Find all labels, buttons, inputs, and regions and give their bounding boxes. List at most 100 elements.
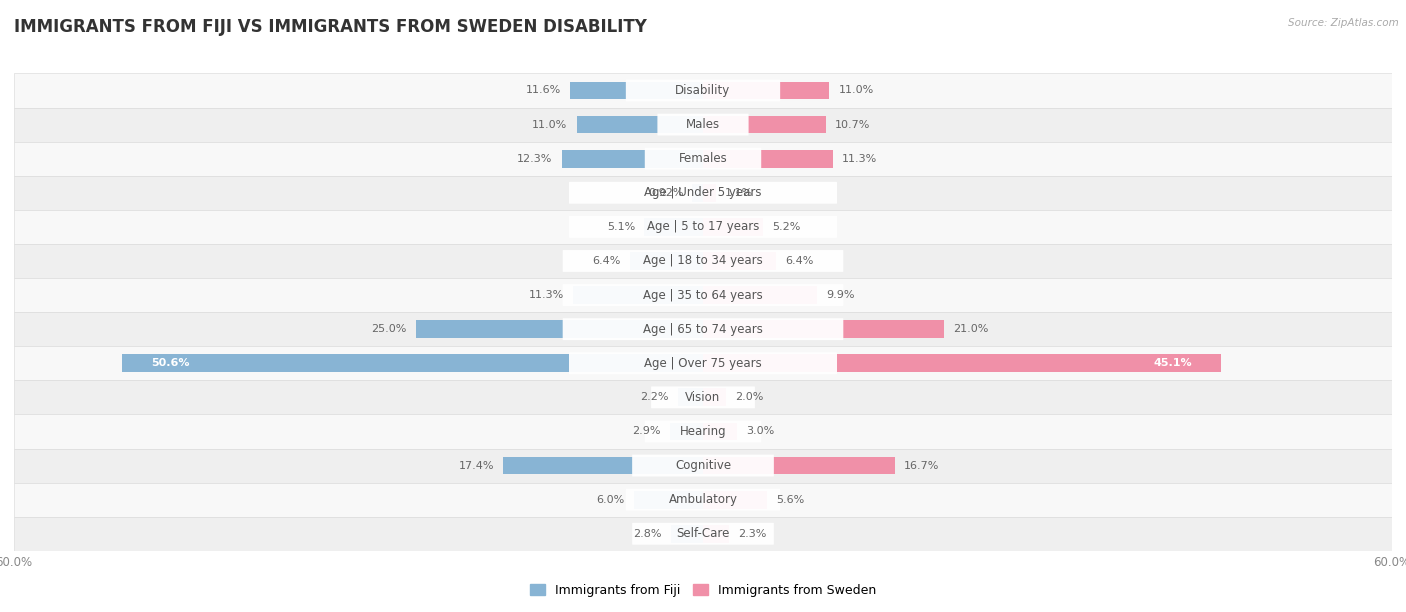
Text: 2.8%: 2.8% [633, 529, 662, 539]
Bar [703, 150, 832, 168]
Text: 25.0%: 25.0% [371, 324, 406, 334]
Bar [703, 389, 725, 406]
Text: Vision: Vision [685, 391, 721, 404]
Text: 45.1%: 45.1% [1153, 358, 1192, 368]
Bar [678, 389, 703, 406]
Text: Hearing: Hearing [679, 425, 727, 438]
FancyBboxPatch shape [14, 380, 1392, 414]
Bar [671, 525, 703, 543]
Text: 2.2%: 2.2% [640, 392, 669, 402]
Text: 11.0%: 11.0% [533, 119, 568, 130]
Bar [703, 184, 716, 201]
Text: 6.4%: 6.4% [592, 256, 620, 266]
Text: Age | Over 75 years: Age | Over 75 years [644, 357, 762, 370]
FancyBboxPatch shape [14, 449, 1392, 483]
Text: 5.6%: 5.6% [776, 494, 804, 505]
Bar [703, 218, 762, 236]
FancyBboxPatch shape [14, 312, 1392, 346]
Bar [569, 81, 703, 99]
Text: 1.1%: 1.1% [725, 188, 754, 198]
FancyBboxPatch shape [14, 346, 1392, 380]
Bar [630, 252, 703, 270]
Text: Age | Under 5 years: Age | Under 5 years [644, 186, 762, 200]
Bar [122, 354, 703, 372]
Text: 50.6%: 50.6% [150, 358, 190, 368]
FancyBboxPatch shape [626, 489, 780, 510]
Bar [703, 320, 945, 338]
Bar [703, 286, 817, 304]
Text: 11.3%: 11.3% [529, 290, 564, 300]
Text: Males: Males [686, 118, 720, 131]
FancyBboxPatch shape [14, 517, 1392, 551]
Bar [503, 457, 703, 474]
FancyBboxPatch shape [658, 114, 748, 135]
Text: 5.2%: 5.2% [772, 222, 800, 232]
FancyBboxPatch shape [562, 284, 844, 306]
Text: Age | 18 to 34 years: Age | 18 to 34 years [643, 255, 763, 267]
Bar [644, 218, 703, 236]
Bar [703, 354, 1220, 372]
FancyBboxPatch shape [14, 483, 1392, 517]
Text: Age | 65 to 74 years: Age | 65 to 74 years [643, 323, 763, 335]
FancyBboxPatch shape [651, 386, 755, 408]
FancyBboxPatch shape [14, 244, 1392, 278]
Text: Source: ZipAtlas.com: Source: ZipAtlas.com [1288, 18, 1399, 28]
Legend: Immigrants from Fiji, Immigrants from Sweden: Immigrants from Fiji, Immigrants from Sw… [524, 579, 882, 602]
Text: 17.4%: 17.4% [458, 461, 494, 471]
Text: 0.92%: 0.92% [648, 188, 683, 198]
Text: 11.6%: 11.6% [526, 86, 561, 95]
Text: Self-Care: Self-Care [676, 528, 730, 540]
Text: 10.7%: 10.7% [835, 119, 870, 130]
FancyBboxPatch shape [14, 176, 1392, 210]
Bar [703, 252, 776, 270]
Bar [669, 423, 703, 440]
Text: 12.3%: 12.3% [517, 154, 553, 163]
FancyBboxPatch shape [569, 216, 837, 238]
Text: 5.1%: 5.1% [607, 222, 636, 232]
FancyBboxPatch shape [14, 414, 1392, 449]
FancyBboxPatch shape [569, 353, 837, 374]
Text: 11.3%: 11.3% [842, 154, 877, 163]
Bar [416, 320, 703, 338]
Text: 21.0%: 21.0% [953, 324, 988, 334]
Bar [692, 184, 703, 201]
FancyBboxPatch shape [14, 278, 1392, 312]
Text: 3.0%: 3.0% [747, 427, 775, 436]
Text: 6.4%: 6.4% [786, 256, 814, 266]
Text: 9.9%: 9.9% [825, 290, 855, 300]
Bar [562, 150, 703, 168]
Bar [703, 423, 738, 440]
FancyBboxPatch shape [633, 455, 773, 477]
FancyBboxPatch shape [626, 80, 780, 102]
Bar [634, 491, 703, 509]
FancyBboxPatch shape [633, 523, 773, 545]
Text: 16.7%: 16.7% [904, 461, 939, 471]
Text: 6.0%: 6.0% [596, 494, 624, 505]
FancyBboxPatch shape [645, 420, 761, 442]
Text: Age | 35 to 64 years: Age | 35 to 64 years [643, 289, 763, 302]
Bar [703, 525, 730, 543]
FancyBboxPatch shape [562, 318, 844, 340]
Bar [574, 286, 703, 304]
Text: 2.0%: 2.0% [735, 392, 763, 402]
FancyBboxPatch shape [645, 147, 761, 170]
FancyBboxPatch shape [14, 210, 1392, 244]
Bar [576, 116, 703, 133]
Text: Cognitive: Cognitive [675, 459, 731, 472]
Text: 2.3%: 2.3% [738, 529, 766, 539]
Bar [703, 491, 768, 509]
Text: 2.9%: 2.9% [633, 427, 661, 436]
Text: Age | 5 to 17 years: Age | 5 to 17 years [647, 220, 759, 233]
FancyBboxPatch shape [569, 182, 837, 204]
Bar [703, 457, 894, 474]
Text: 11.0%: 11.0% [838, 86, 873, 95]
Text: Disability: Disability [675, 84, 731, 97]
Text: Ambulatory: Ambulatory [668, 493, 738, 506]
FancyBboxPatch shape [14, 141, 1392, 176]
FancyBboxPatch shape [14, 108, 1392, 141]
Text: IMMIGRANTS FROM FIJI VS IMMIGRANTS FROM SWEDEN DISABILITY: IMMIGRANTS FROM FIJI VS IMMIGRANTS FROM … [14, 18, 647, 36]
Text: Females: Females [679, 152, 727, 165]
Bar [703, 116, 825, 133]
Bar [703, 81, 830, 99]
FancyBboxPatch shape [14, 73, 1392, 108]
